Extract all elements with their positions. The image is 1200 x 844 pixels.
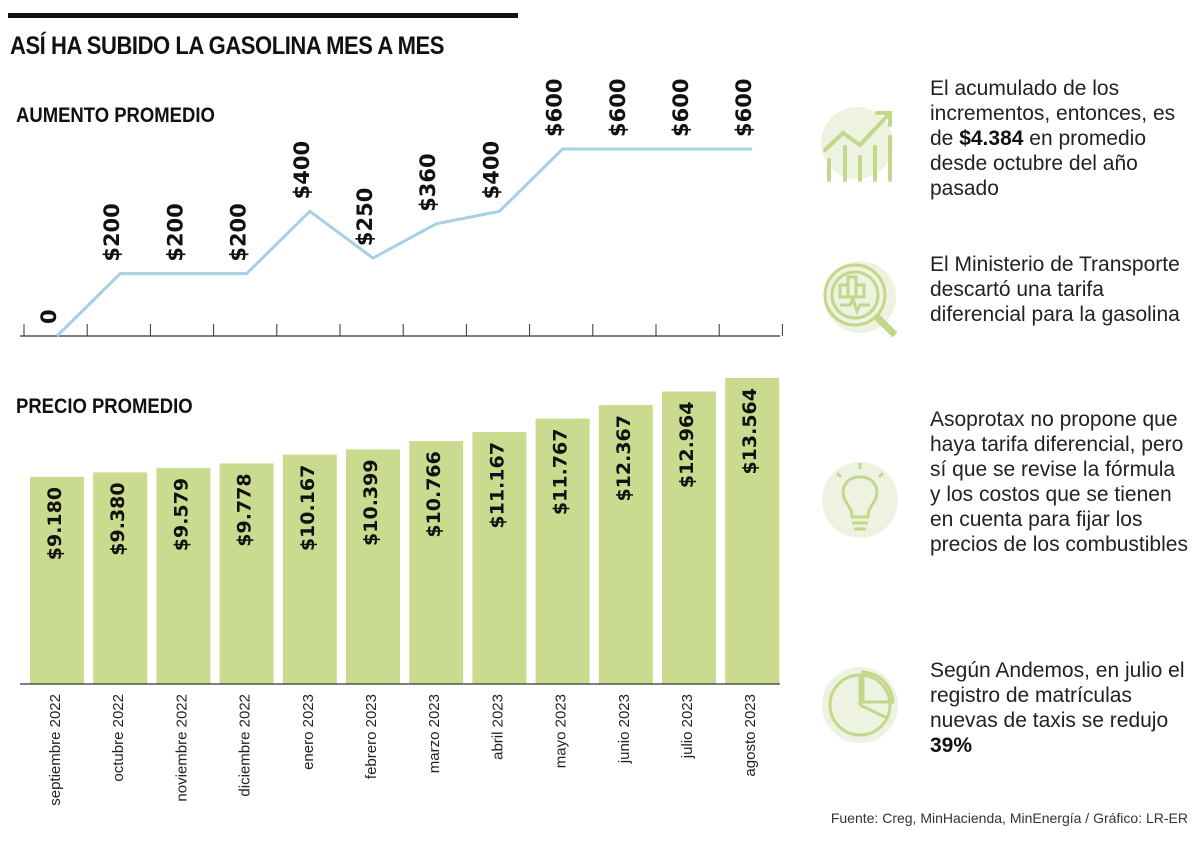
- top-rule: [8, 13, 518, 18]
- bar: [219, 463, 274, 684]
- x-tick-label: febrero 2023: [363, 694, 380, 779]
- line-data-label: $600: [732, 79, 756, 137]
- x-tick-label: noviembre 2022: [173, 694, 190, 802]
- x-tick-label: octubre 2022: [110, 694, 127, 782]
- x-tick-label: agosto 2023: [742, 694, 759, 777]
- note-2: El Ministerio de Transporte descartó una…: [930, 253, 1180, 326]
- note-1: El acumulado de los incrementos, entonce…: [930, 77, 1176, 200]
- line-data-label: $200: [100, 203, 124, 261]
- note-4: Según Andemos, en julio el registro de m…: [930, 659, 1185, 757]
- line-data-label: $400: [290, 141, 314, 199]
- bar-data-label: $12.964: [676, 402, 698, 489]
- line-data-label: $600: [669, 79, 693, 137]
- line-data-label: $600: [543, 79, 567, 137]
- pie-chart-icon: [815, 660, 905, 750]
- line-data-label: $200: [163, 203, 187, 261]
- x-tick-label: septiembre 2022: [47, 694, 64, 806]
- bar: [662, 391, 716, 684]
- line-chart-title: AUMENTO PROMEDIO: [16, 104, 215, 127]
- bar-data-label: $9.778: [234, 473, 256, 546]
- bar: [93, 472, 148, 684]
- lightbulb-icon: [815, 455, 905, 545]
- bar: [282, 454, 337, 684]
- page-title: ASÍ HA SUBIDO LA GASOLINA MES A MES: [10, 32, 444, 60]
- bar: [472, 432, 527, 684]
- bar-data-label: $10.167: [297, 465, 319, 552]
- bar-data-label: $10.399: [360, 459, 382, 546]
- trend-up-chart-icon: [815, 95, 905, 185]
- bar-data-label: $11.167: [486, 442, 508, 529]
- x-tick-label: abril 2023: [489, 694, 506, 760]
- bar: [535, 418, 590, 684]
- bar-data-label: $9.380: [107, 482, 129, 555]
- x-tick-label: diciembre 2022: [237, 694, 254, 797]
- bar: [409, 441, 464, 684]
- line-data-label: $600: [606, 79, 630, 137]
- bar-data-label: $13.564: [739, 388, 761, 475]
- bar-data-label: $9.180: [44, 487, 66, 560]
- bar-data-label: $11.767: [550, 429, 572, 516]
- line-series: [55, 147, 753, 338]
- x-tick-label: marzo 2023: [426, 694, 443, 773]
- bar: [725, 378, 780, 684]
- bar: [156, 467, 211, 684]
- line-data-label: $400: [479, 141, 503, 199]
- source-note: Fuente: Creg, MinHacienda, MinEnergía / …: [830, 810, 1188, 826]
- bar: [30, 476, 84, 684]
- line-data-label: $360: [416, 153, 440, 211]
- bar-data-label: $12.367: [613, 415, 635, 502]
- line-data-label: $250: [353, 188, 377, 246]
- line-data-label: $200: [227, 203, 251, 261]
- bar-chart-title: PRECIO PROMEDIO: [16, 395, 193, 418]
- note-3: Asoprotax no propone que haya tarifa dif…: [930, 408, 1188, 556]
- bar: [598, 405, 653, 684]
- x-tick-label: mayo 2023: [553, 694, 570, 768]
- x-tick-label: julio 2023: [679, 694, 696, 759]
- bar: [346, 449, 400, 684]
- bar-data-label: $10.766: [423, 451, 445, 538]
- bar-data-label: $9.579: [170, 478, 192, 551]
- x-tick-label: enero 2023: [300, 694, 317, 770]
- line-data-label: 0: [37, 309, 61, 324]
- magnifier-analysis-icon: [815, 255, 905, 345]
- charts-svg: 0 $200 $200 $200 $400 $250 $360 $400 $600 $600 $60…: [20, 79, 783, 806]
- x-tick-label: junio 2023: [616, 694, 633, 764]
